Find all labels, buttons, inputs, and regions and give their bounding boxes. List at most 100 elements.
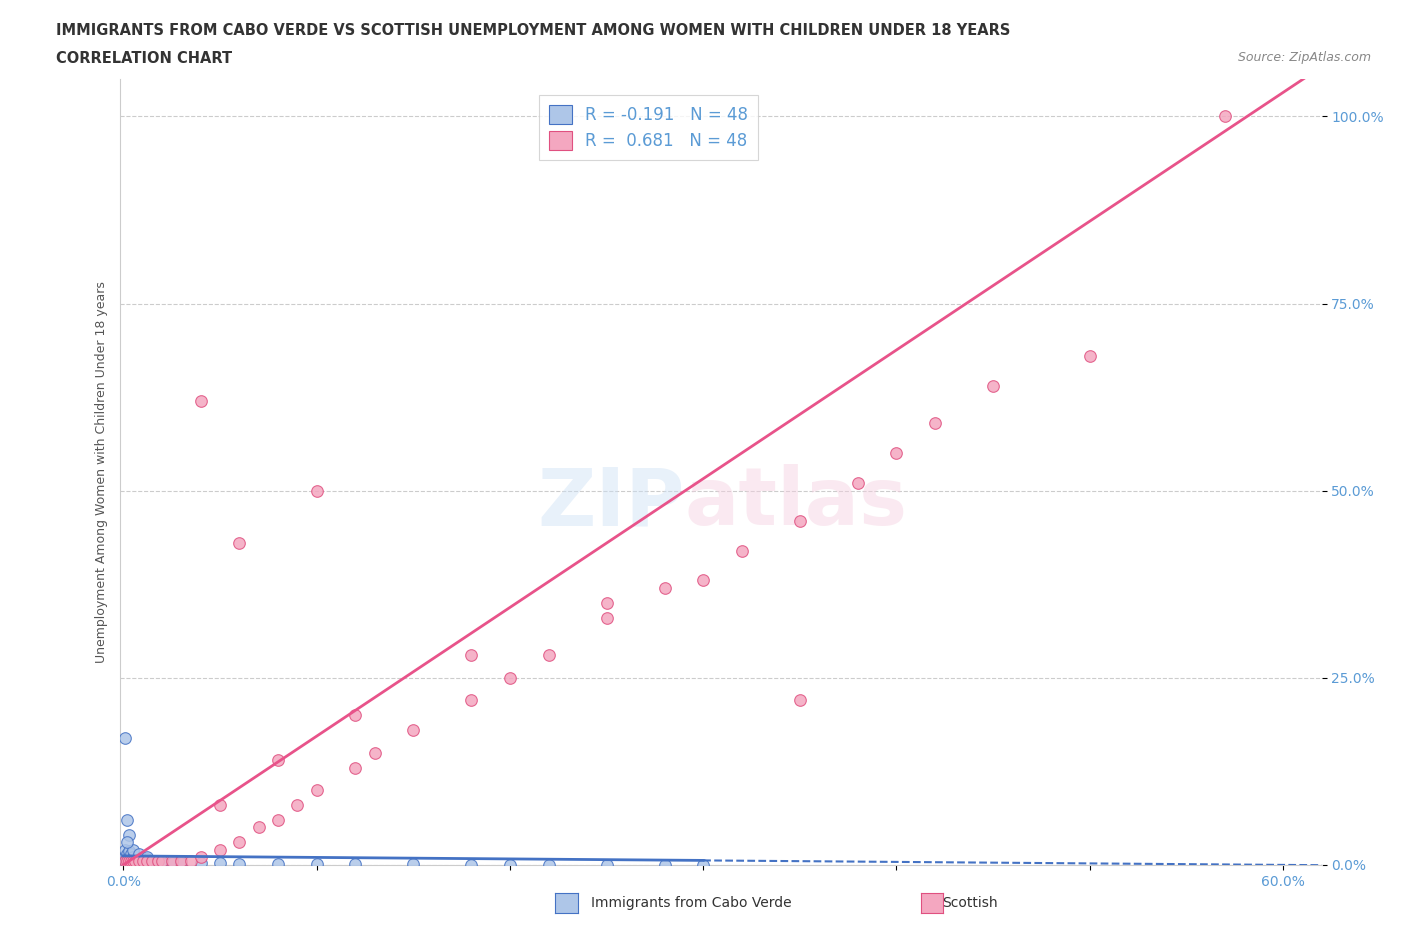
Point (135, 854, 157, 869)
Point (654, 580, 676, 595)
Point (692, 857, 714, 872)
Point (460, 648, 482, 663)
Point (305, 484, 328, 498)
Point (344, 708, 367, 723)
Point (267, 857, 290, 871)
Point (115, 846, 138, 861)
Point (1078, 349, 1101, 364)
Y-axis label: Unemployment Among Women with Children Under 18 years: Unemployment Among Women with Children U… (96, 281, 108, 663)
Point (190, 856, 212, 870)
Point (122, 854, 145, 869)
Point (131, 854, 153, 869)
Point (460, 693, 482, 708)
Point (190, 393, 212, 408)
Point (114, 854, 136, 869)
Point (128, 852, 150, 867)
Point (118, 852, 141, 867)
Point (115, 850, 138, 865)
Point (267, 813, 290, 828)
Point (114, 852, 136, 867)
Point (499, 671, 522, 685)
Point (115, 813, 138, 828)
Point (228, 857, 250, 871)
Point (122, 854, 145, 869)
Point (122, 843, 145, 857)
Point (141, 854, 163, 869)
Text: Scottish: Scottish (942, 896, 998, 910)
Point (114, 730, 136, 745)
Text: ZIP: ZIP (537, 464, 685, 542)
Point (1213, 109, 1236, 124)
Point (120, 846, 142, 861)
Text: IMMIGRANTS FROM CABO VERDE VS SCOTTISH UNEMPLOYMENT AMONG WOMEN WITH CHILDREN UN: IMMIGRANTS FROM CABO VERDE VS SCOTTISH U… (56, 23, 1011, 38)
Point (460, 857, 482, 872)
Point (146, 854, 169, 869)
Point (731, 543, 754, 558)
Point (595, 610, 617, 625)
Point (120, 850, 142, 865)
Point (118, 828, 141, 843)
Text: CORRELATION CHART: CORRELATION CHART (56, 51, 232, 66)
Point (135, 850, 157, 865)
Point (150, 854, 173, 869)
Point (115, 852, 138, 867)
Point (499, 857, 522, 872)
Point (344, 760, 367, 775)
Point (170, 856, 193, 870)
Point (692, 573, 714, 588)
Point (114, 848, 136, 863)
Point (180, 854, 202, 869)
Point (208, 843, 231, 857)
Point (114, 850, 136, 865)
Point (128, 854, 150, 869)
Point (115, 854, 138, 869)
Point (120, 854, 142, 869)
Point (146, 854, 169, 869)
Point (124, 852, 146, 867)
Point (208, 798, 231, 813)
Point (305, 783, 328, 798)
Point (125, 850, 148, 865)
Point (114, 843, 136, 857)
Point (924, 416, 946, 431)
Point (118, 854, 141, 869)
Point (118, 854, 141, 869)
Point (228, 835, 250, 850)
Point (846, 476, 869, 491)
Text: atlas: atlas (685, 464, 908, 542)
Point (122, 850, 145, 865)
Point (160, 854, 183, 869)
Point (305, 857, 328, 871)
Point (150, 856, 173, 870)
Point (267, 752, 290, 767)
Point (115, 854, 138, 869)
Point (595, 595, 617, 610)
Point (115, 835, 138, 850)
Point (170, 854, 193, 869)
Text: Immigrants from Cabo Verde: Immigrants from Cabo Verde (591, 896, 792, 910)
Point (285, 798, 308, 813)
Point (789, 693, 811, 708)
Point (114, 854, 136, 869)
Text: Source: ZipAtlas.com: Source: ZipAtlas.com (1237, 51, 1371, 64)
Point (118, 844, 141, 859)
Point (190, 850, 212, 865)
Point (402, 723, 425, 737)
Point (120, 854, 142, 869)
Point (537, 648, 560, 663)
Point (208, 856, 231, 870)
Point (160, 856, 183, 870)
Point (789, 513, 811, 528)
Point (402, 857, 425, 871)
Point (128, 846, 150, 861)
Point (654, 857, 676, 872)
Legend: R = -0.191   N = 48, R =  0.681   N = 48: R = -0.191 N = 48, R = 0.681 N = 48 (538, 95, 758, 160)
Point (344, 857, 367, 871)
Point (886, 445, 908, 460)
Point (228, 536, 250, 551)
Point (135, 852, 157, 867)
Point (595, 857, 617, 872)
Point (363, 745, 385, 760)
Point (141, 854, 163, 869)
Point (247, 820, 270, 835)
